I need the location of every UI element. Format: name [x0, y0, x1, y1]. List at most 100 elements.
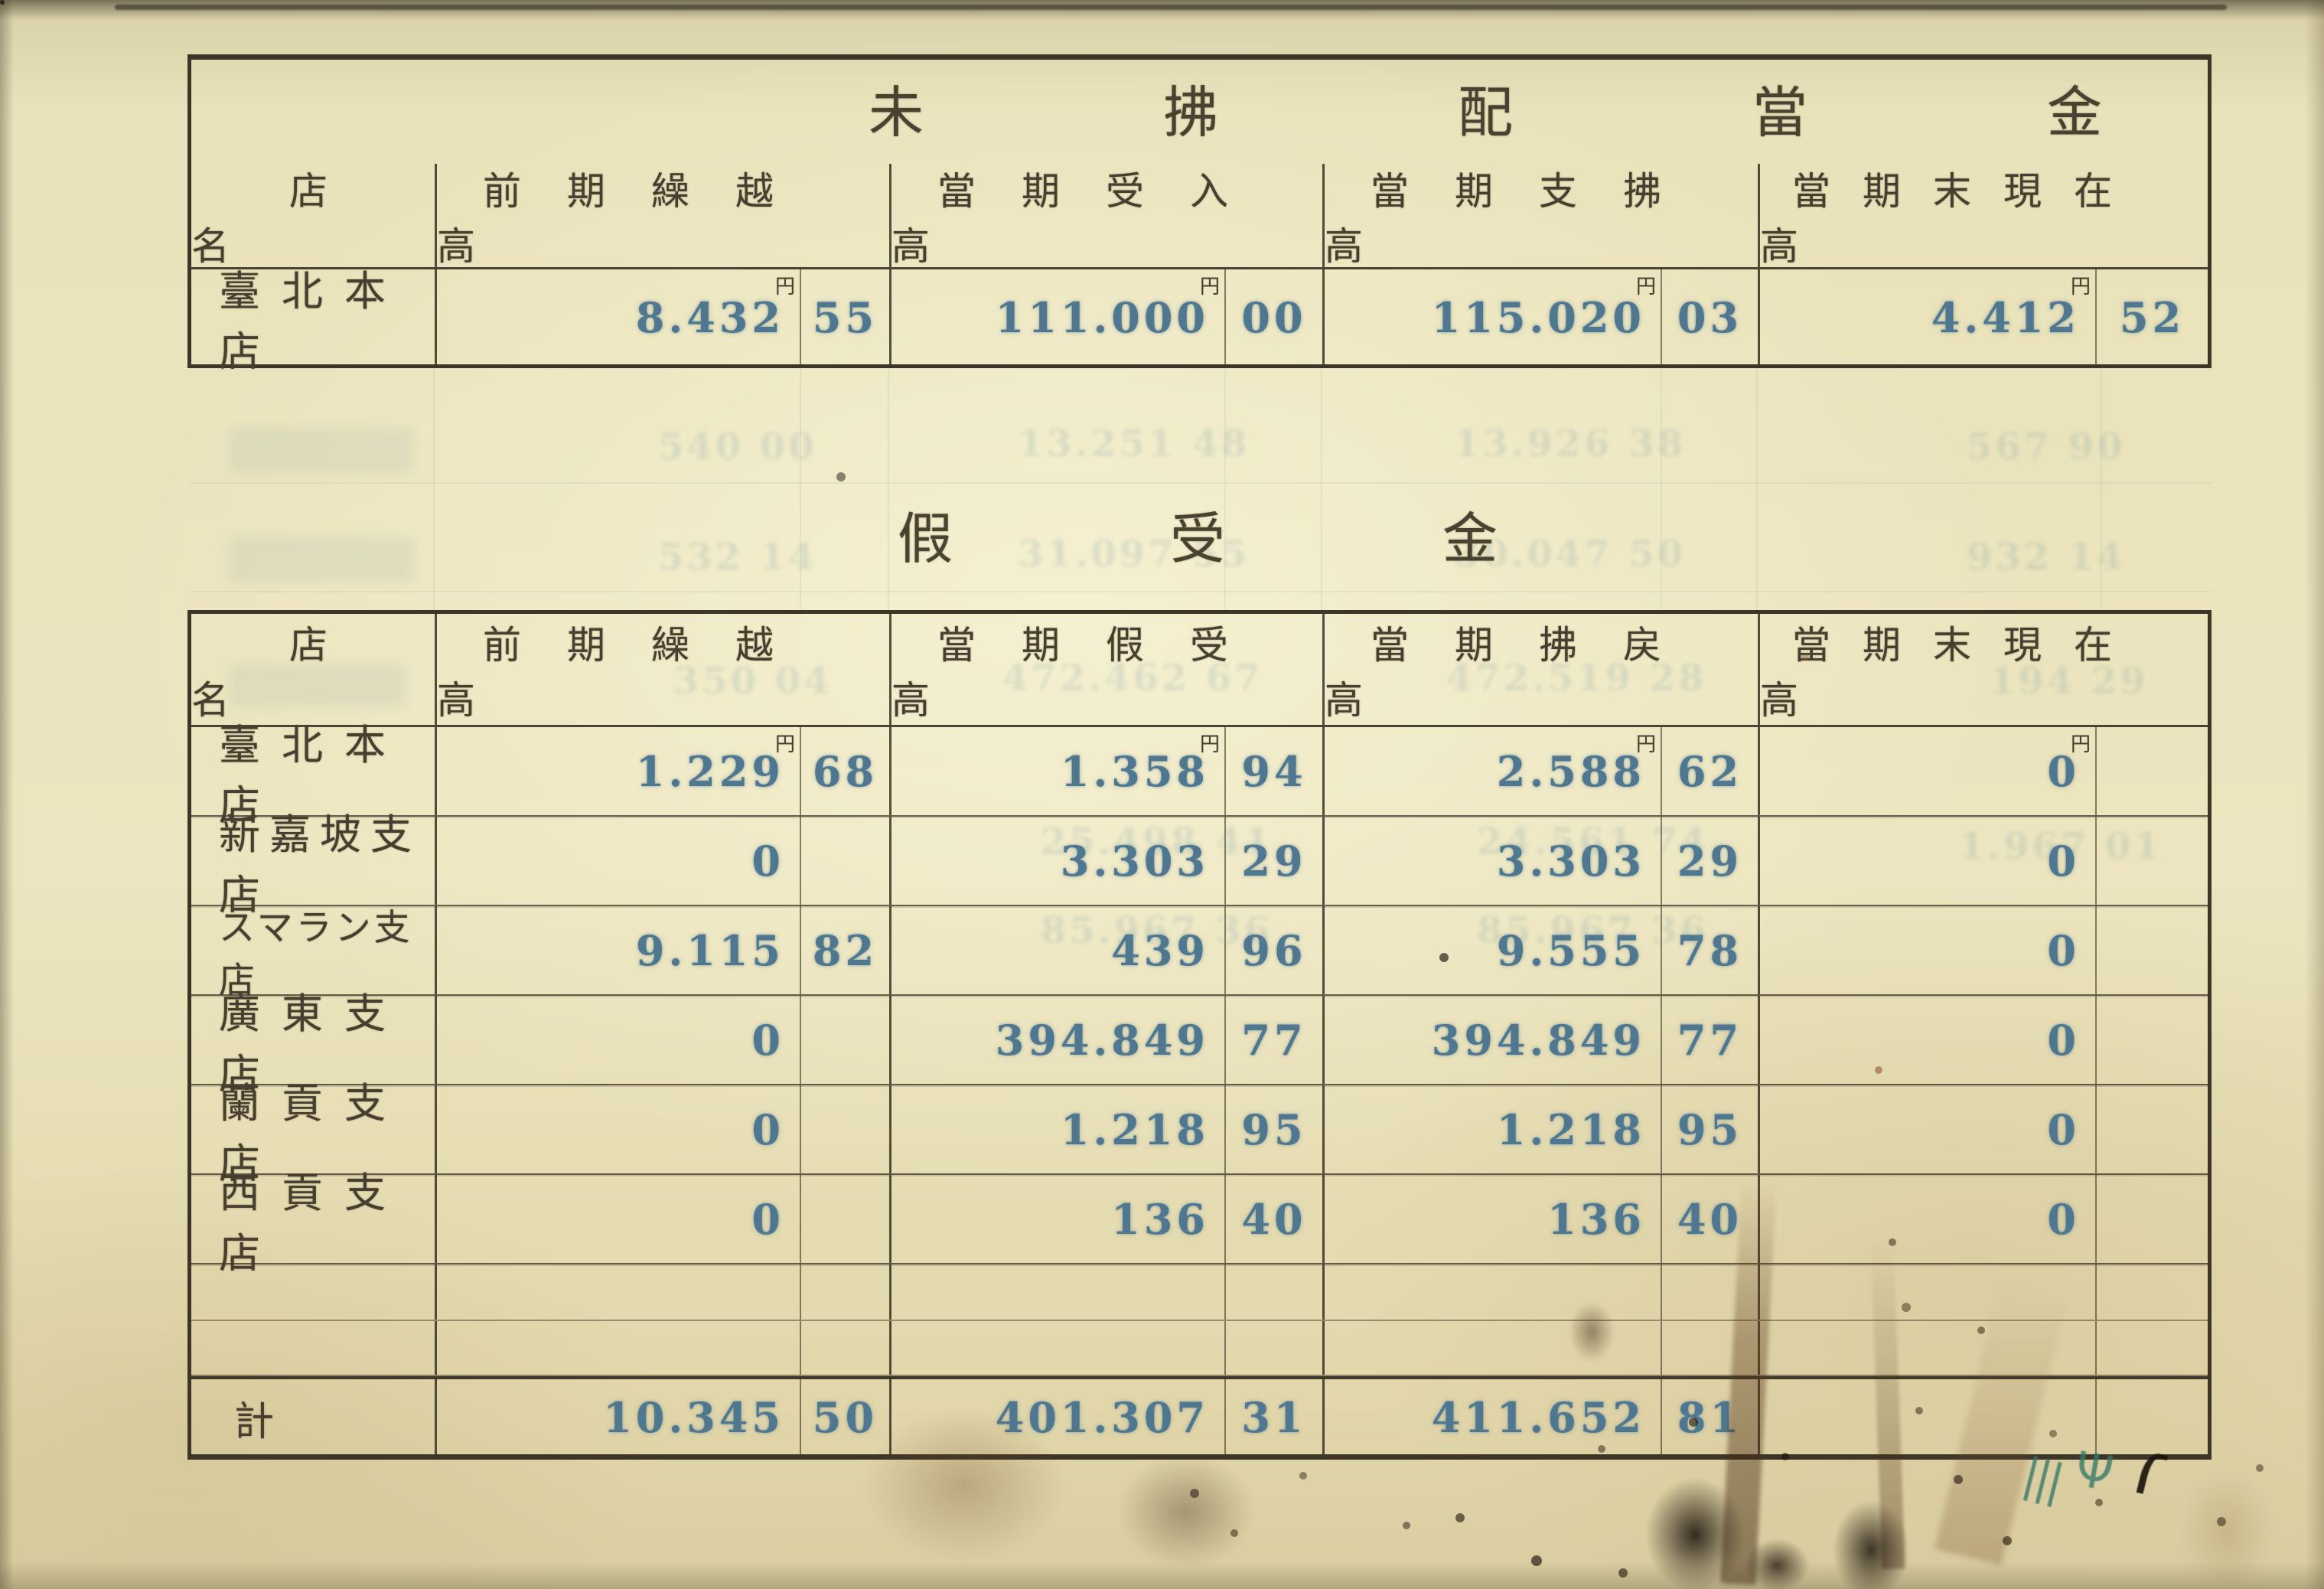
- total-amount-cell: 10.345 50: [435, 1379, 889, 1456]
- table2-title: 假受金: [898, 509, 1716, 570]
- unpaid-dividends-table: 店名 前期繰越高 當期受入高 當期支拂高 當期末現在高 臺北本店 円 8.432…: [187, 54, 2212, 375]
- column-header-store-name: 店名: [191, 623, 425, 722]
- store-name: スマラン支店: [219, 908, 413, 1001]
- bleedthrough-blob: [230, 664, 406, 707]
- amount-sen: 31: [1224, 1379, 1322, 1456]
- amount-yen: 2.588: [1496, 746, 1645, 796]
- amount-cell: 円 8.432 55: [435, 269, 889, 366]
- scan-edge-line: [115, 5, 2227, 10]
- table2-empty-row: [191, 1264, 2208, 1321]
- yen-currency-mark: 円: [1635, 276, 1656, 298]
- amount-yen: 111.000: [995, 293, 1209, 342]
- amount-yen: 0: [2047, 925, 2080, 975]
- amount-yen: 0: [751, 836, 784, 886]
- bleedthrough-text: 532 14: [658, 536, 817, 579]
- column-header-period-temp-receipts: 當期假受高: [889, 614, 1322, 725]
- amount-yen: 0: [751, 1104, 784, 1154]
- amount-cell: 0: [1758, 1085, 2208, 1173]
- amount-sen: 29: [1661, 817, 1758, 905]
- bleedthrough-text: 13.926 38: [1454, 423, 1687, 465]
- amount-cell: 136 40: [889, 1175, 1322, 1263]
- amount-sen: [2095, 817, 2208, 905]
- bleedthrough-text: 85.967 36: [1041, 909, 1273, 952]
- scan-edge-shadow: [0, 1561, 2324, 1589]
- total-label: 計: [234, 1400, 275, 1444]
- amount-sen: 00: [1224, 269, 1322, 366]
- amount-cell: 0: [435, 1175, 889, 1263]
- table2-data-row: 蘭貢支店 0 1.218 95 1.218 95 0: [191, 1081, 2208, 1187]
- scan-edge-shadow: [0, 0, 2324, 20]
- amount-cell: 3.303 29: [889, 817, 1322, 905]
- bleedthrough-line: [433, 368, 435, 610]
- bleedthrough-line: [888, 368, 889, 610]
- empty-cell: [1758, 1264, 2208, 1320]
- table1-header-row: 店名 前期繰越高 當期受入高 當期支拂高 當期末現在高: [191, 164, 2208, 269]
- ink-blot-stain: [1645, 1477, 1745, 1589]
- column-header-period-receipts: 當期受入高: [889, 164, 1322, 268]
- amount-yen: 394.849: [995, 1015, 1209, 1065]
- column-header-previous-balance: 前期繰越高: [435, 164, 889, 268]
- amount-cell: 394.849 77: [1322, 996, 1758, 1084]
- amount-cell: 0: [1758, 817, 2208, 905]
- amount-cell: 円 115.020 03: [1322, 269, 1758, 366]
- amount-yen: 439: [1111, 925, 1209, 975]
- yen-currency-mark: 円: [774, 733, 795, 755]
- bleedthrough-text: 472.519 28: [1446, 657, 1707, 700]
- table2-data-row: 西貢支店 0 136 40 136 40 0: [191, 1170, 2208, 1277]
- table2-data-row: スマラン支店 9.115 82 439 96 9.555 78 0: [191, 906, 2208, 1001]
- amount-yen: 411.652: [1431, 1393, 1645, 1442]
- amount-sen: 40: [1661, 1175, 1758, 1263]
- bleedthrough-text: 85.967 36: [1477, 909, 1710, 952]
- amount-sen: [800, 996, 889, 1084]
- amount-sen: [2095, 1085, 2208, 1173]
- bleedthrough-text: 13.251 48: [1018, 423, 1250, 465]
- amount-yen: 0: [2047, 746, 2080, 796]
- bleedthrough-text: 540 00: [658, 426, 817, 468]
- yen-currency-mark: 円: [1199, 276, 1220, 298]
- amount-yen: 0: [751, 1194, 784, 1244]
- empty-cell: [435, 1264, 889, 1320]
- total-amount-cell: 411.652 81: [1322, 1379, 1758, 1456]
- empty-cell: [191, 1264, 435, 1320]
- bleedthrough-text: 194 29: [1990, 660, 2149, 703]
- amount-cell: 0: [1758, 906, 2208, 994]
- amount-yen: 8.432: [635, 293, 784, 342]
- bleedthrough-text: 24.561 74: [1477, 821, 1710, 863]
- amount-yen: 1.358: [1060, 746, 1209, 796]
- column-header-period-payments: 當期支拂高: [1322, 164, 1758, 268]
- total-amount-cell: 401.307 31: [889, 1379, 1322, 1456]
- yen-currency-mark: 円: [2070, 276, 2091, 298]
- amount-yen: 9.115: [635, 925, 784, 975]
- amount-yen: 0: [2047, 836, 2080, 886]
- amount-yen: 0: [2047, 1015, 2080, 1065]
- bleedthrough-text: 25.498 41: [1041, 821, 1273, 863]
- total-amount-cell: [1758, 1379, 2208, 1456]
- column-header-period-refunds: 當期拂戻高: [1322, 614, 1758, 725]
- empty-cell: [1322, 1264, 1758, 1320]
- brown-streak-stain: [2181, 1470, 2273, 1589]
- amount-cell: 0: [435, 996, 889, 1084]
- amount-yen: 3.303: [1496, 836, 1645, 886]
- amount-yen: 1.229: [635, 746, 784, 796]
- amount-yen: 9.555: [1496, 925, 1645, 975]
- amount-cell: 394.849 77: [889, 996, 1322, 1084]
- column-header-previous-balance: 前期繰越高: [435, 614, 889, 725]
- yen-currency-mark: 円: [774, 276, 795, 298]
- table2-total-row: 計 10.345 50 401.307 31 411.652 81: [191, 1376, 2208, 1456]
- scan-edge-shadow: [2305, 0, 2324, 1589]
- store-name: 新嘉坡支店: [219, 811, 421, 918]
- bleedthrough-text: 472.462 67: [1002, 657, 1263, 700]
- amount-sen: 81: [1661, 1379, 1758, 1456]
- table2-data-row: 廣東支店 0 394.849 77 394.849 77 0: [191, 991, 2208, 1098]
- amount-sen: [800, 1085, 889, 1173]
- bleedthrough-line: [1661, 368, 1662, 610]
- store-name: 臺北本店: [219, 722, 407, 829]
- column-header-period-end-balance: 當期末現在高: [1758, 164, 2208, 268]
- bleedthrough-text: 350 04: [673, 660, 833, 703]
- store-name: 西貢支店: [219, 1170, 407, 1277]
- amount-yen: 136: [1111, 1194, 1209, 1244]
- empty-cell: [191, 1321, 435, 1375]
- amount-yen: 0: [2047, 1194, 2080, 1244]
- table2-data-row: 新嘉坡支店 0 3.303 29 3.303 29 0: [191, 811, 2208, 918]
